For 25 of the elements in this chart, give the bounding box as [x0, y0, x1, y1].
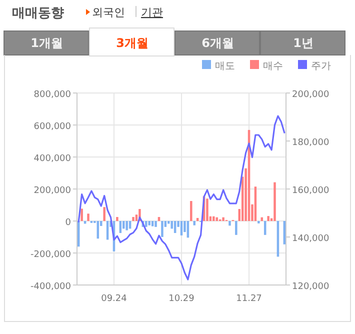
y-tick-label: 800,000 [34, 90, 72, 100]
y2-tick-label: 120,000 [292, 282, 330, 292]
text: 1개월 [30, 36, 63, 50]
y-tick-label: 0 [65, 218, 72, 228]
text: 외국인 [92, 6, 125, 19]
y2-tick-label: 160,000 [292, 186, 330, 196]
x-tick-label: 10.29 [168, 294, 195, 304]
x-tick-label: 09.24 [101, 294, 128, 304]
text: 3개월 [116, 36, 148, 50]
legend-label: 주가 [311, 61, 331, 72]
legend-label: 매수 [263, 61, 283, 72]
y-tick-label: -200,000 [30, 250, 72, 260]
y2-tick-label: 200,000 [292, 90, 330, 100]
y-tick-label: -400,000 [30, 282, 72, 292]
chart-title: 매매동향 [12, 6, 64, 21]
y-tick-label: 600,000 [34, 122, 72, 132]
x-tick-label: 11.27 [236, 294, 262, 304]
y-tick-label: 400,000 [34, 154, 72, 164]
text: 기관 [141, 6, 163, 19]
text: 1년 [293, 36, 314, 50]
y2-tick-label: 140,000 [292, 234, 330, 244]
legend-label: 매도 [215, 61, 235, 72]
y-tick-label: 200,000 [34, 186, 72, 196]
text: 6개월 [202, 36, 234, 50]
y2-tick-label: 180,000 [292, 138, 330, 148]
